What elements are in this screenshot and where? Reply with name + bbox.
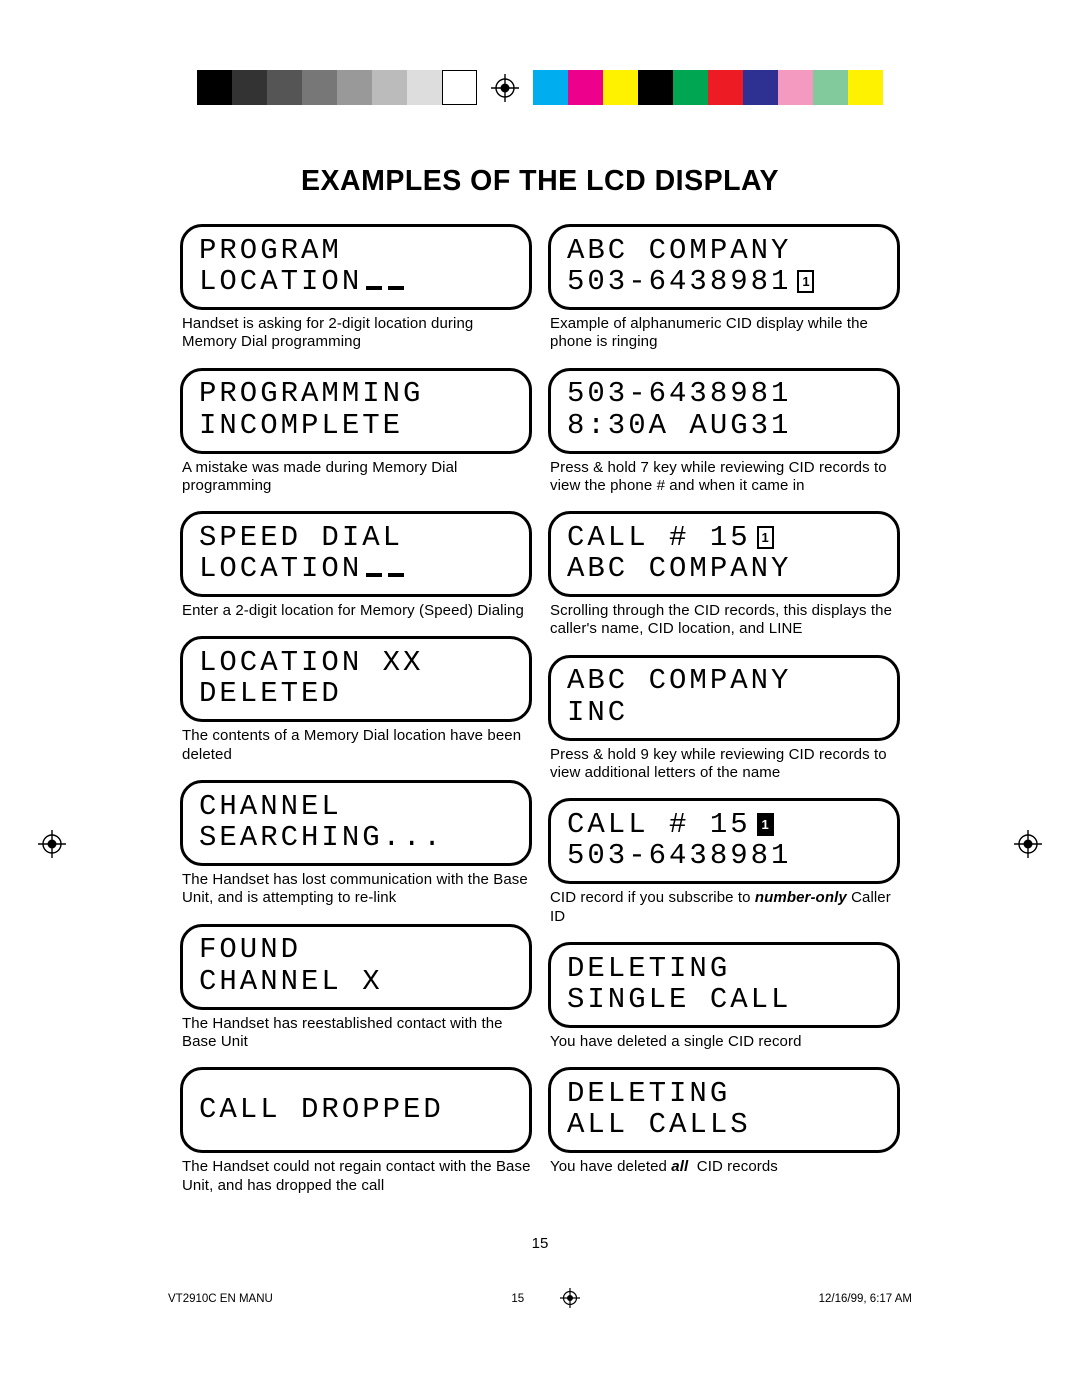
color-swatch [743,70,778,105]
left-column: PROGRAMLOCATIONHandset is asking for 2-d… [180,224,532,1211]
registration-mark-icon [491,74,519,102]
line-indicator-badge: 1 [797,270,814,293]
lcd-caption: You have deleted a single CID record [550,1033,900,1051]
lcd-line-2: LOCATION [199,553,513,584]
page-title: EXAMPLES OF THE LCD DISPLAY [120,165,960,198]
lcd-caption: The Handset has lost communication with … [182,871,532,908]
lcd-display: PROGRAMLOCATION [180,224,532,310]
cursor-icon [388,573,404,577]
color-swatch [372,70,407,105]
lcd-display: PROGRAMMINGINCOMPLETE [180,368,532,454]
slug-page: 15 [511,1293,524,1305]
manual-page: EXAMPLES OF THE LCD DISPLAY PROGRAMLOCAT… [0,0,1080,1351]
lcd-display: CALL DROPPED [180,1067,532,1153]
color-swatch [407,70,442,105]
color-swatch-row [533,70,883,105]
lcd-line-1: CHANNEL [199,791,513,822]
color-swatch [533,70,568,105]
lcd-line-2: INCOMPLETE [199,410,513,441]
color-swatch [848,70,883,105]
lcd-display: DELETINGALL CALLS [548,1067,900,1153]
color-swatch [813,70,848,105]
color-swatch [197,70,232,105]
lcd-display: ABC COMPANY503-64389811 [548,224,900,310]
registration-mark-right-icon [1014,830,1042,858]
lcd-line-1: LOCATION XX [199,647,513,678]
lcd-caption: A mistake was made during Memory Dial pr… [182,459,532,496]
lcd-line-1: PROGRAM [199,235,513,266]
slug-doc-name: VT2910C EN MANU [168,1293,273,1305]
lcd-caption: Enter a 2-digit location for Memory (Spe… [182,602,532,620]
color-swatch [442,70,477,105]
lcd-line-1: CALL # 151 [567,809,881,840]
lcd-line-1: DELETING [567,1078,881,1109]
line-indicator-badge: 1 [757,526,774,549]
lcd-line-2: INC [567,697,881,728]
color-swatch [232,70,267,105]
lcd-caption: Example of alphanumeric CID display whil… [550,315,900,352]
lcd-caption: Press & hold 7 key while reviewing CID r… [550,459,900,496]
lcd-display: 503-64389818:30A AUG31 [548,368,900,454]
lcd-display: LOCATION XXDELETED [180,636,532,722]
slug-timestamp: 12/16/99, 6:17 AM [819,1293,912,1305]
printer-color-bar [120,70,960,105]
lcd-line-1: FOUND [199,934,513,965]
lcd-line-1: CALL # 151 [567,522,881,553]
lcd-caption: The Handset could not regain contact wit… [182,1158,532,1195]
color-swatch [302,70,337,105]
lcd-display: DELETINGSINGLE CALL [548,942,900,1028]
lcd-caption: Handset is asking for 2-digit location d… [182,315,532,352]
lcd-caption: You have deleted all CID records [550,1158,900,1176]
lcd-caption: Press & hold 9 key while reviewing CID r… [550,746,900,783]
lcd-line-2: 503-64389811 [567,266,881,297]
lcd-caption: Scrolling through the CID records, this … [550,602,900,639]
lcd-line-2: DELETED [199,678,513,709]
registration-mark-left-icon [38,830,66,858]
color-swatch [337,70,372,105]
cursor-icon [388,286,404,290]
registration-mark-slug-icon [560,1288,580,1311]
color-swatch [603,70,638,105]
color-swatch [673,70,708,105]
color-swatch [267,70,302,105]
lcd-line-2: 8:30A AUG31 [567,410,881,441]
lcd-line-2: LOCATION [199,266,513,297]
lcd-line-1: SPEED DIAL [199,522,513,553]
lcd-line-2: CHANNEL X [199,966,513,997]
lcd-line-1: DELETING [567,953,881,984]
lcd-line-1: ABC COMPANY [567,235,881,266]
lcd-line-2: 503-6438981 [567,840,881,871]
lcd-line-1: CALL DROPPED [199,1094,513,1125]
right-column: ABC COMPANY503-64389811Example of alphan… [548,224,900,1211]
lcd-line-2: ALL CALLS [567,1109,881,1140]
lcd-display: ABC COMPANYINC [548,655,900,741]
lcd-line-2: ABC COMPANY [567,553,881,584]
color-swatch [568,70,603,105]
lcd-display: FOUNDCHANNEL X [180,924,532,1010]
lcd-display: CALL # 151ABC COMPANY [548,511,900,597]
lcd-line-2: SEARCHING... [199,822,513,853]
lcd-display: SPEED DIALLOCATION [180,511,532,597]
grayscale-swatch-row [197,70,477,105]
lcd-line-1: PROGRAMMING [199,378,513,409]
lcd-caption: The Handset has reestablished contact wi… [182,1015,532,1052]
lcd-display: CHANNELSEARCHING... [180,780,532,866]
cursor-icon [366,286,382,290]
color-swatch [778,70,813,105]
color-swatch [638,70,673,105]
content-columns: PROGRAMLOCATIONHandset is asking for 2-d… [120,224,960,1211]
lcd-caption: CID record if you subscribe to number-on… [550,889,900,926]
lcd-line-1: 503-6438981 [567,378,881,409]
color-swatch [708,70,743,105]
cursor-icon [366,573,382,577]
line-indicator-badge: 1 [757,813,774,836]
lcd-line-1: ABC COMPANY [567,665,881,696]
lcd-display: CALL # 151503-6438981 [548,798,900,884]
lcd-line-2: SINGLE CALL [567,984,881,1015]
page-number: 15 [120,1235,960,1252]
lcd-caption: The contents of a Memory Dial location h… [182,727,532,764]
imposition-slug: VT2910C EN MANU 15 12/16/99, 6:17 AM [120,1288,960,1311]
